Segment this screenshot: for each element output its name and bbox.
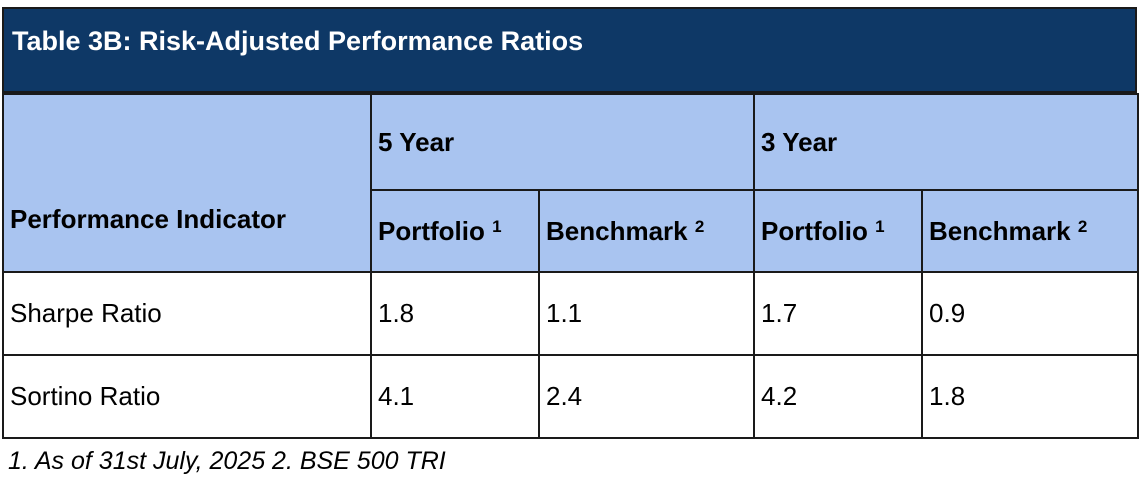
subheader-label: Benchmark [929,215,1071,246]
subheader-3y-portfolio: Portfolio 1 [753,189,924,273]
footnote-marker: 2 [694,216,705,236]
table-row: Sharpe Ratio 1.8 1.1 1.7 0.9 [2,271,1140,356]
value-cell: 2.4 [537,354,756,439]
footnote-marker: 2 [1077,216,1088,236]
table-title-bar: Table 3B: Risk-Adjusted Performance Rati… [2,7,1137,93]
subheader-label: Portfolio [761,215,868,246]
period-group-label: 5 Year [378,126,455,157]
subheader-5y-benchmark: Benchmark 2 [537,189,756,273]
indicator-header-label: Performance Indicator [10,203,286,234]
value-cell: 0.9 [921,271,1140,356]
period-group-5-year: 5 Year [369,93,756,191]
indicator-cell: Sortino Ratio [2,354,372,439]
value-cell: 1.7 [753,271,924,356]
table-footnote: 1. As of 31st July, 2025 2. BSE 500 TRI [8,447,446,475]
indicator-header: Performance Indicator [2,93,372,273]
value-cell: 4.1 [370,354,540,439]
subheader-3y-benchmark: Benchmark 2 [921,189,1140,273]
footnote-marker: 1 [492,216,502,236]
table-row: Sortino Ratio 4.1 2.4 4.2 1.8 [2,354,1140,439]
subheader-label: Benchmark [546,215,688,246]
value-cell: 4.2 [753,354,924,439]
period-group-3-year: 3 Year [753,93,1140,191]
value-cell: 1.8 [921,354,1140,439]
subheader-label: Portfolio [378,215,485,246]
subheader-5y-portfolio: Portfolio 1 [370,189,540,273]
value-cell: 1.8 [370,271,540,356]
value-cell: 1.1 [537,271,756,356]
indicator-cell: Sharpe Ratio [2,271,372,356]
table-title: Table 3B: Risk-Adjusted Performance Rati… [12,26,584,56]
footnote-marker: 1 [875,216,885,236]
period-group-label: 3 Year [761,126,838,157]
risk-ratios-table: Performance Indicator 5 Year 3 Year Port… [2,93,1140,439]
